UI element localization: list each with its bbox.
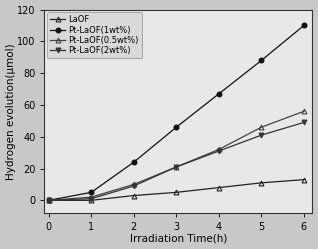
Pt-LaOF(0.5wt%) <box>217 148 221 151</box>
Pt-LaOF(2wt%) <box>132 185 136 187</box>
Pt-LaOF(0.5wt%) <box>259 126 263 129</box>
X-axis label: Irradiation Time(h): Irradiation Time(h) <box>130 234 227 244</box>
LaOF <box>132 194 136 197</box>
LaOF <box>302 178 306 181</box>
Pt-LaOF(0.5wt%) <box>47 199 51 202</box>
Pt-LaOF(1wt%) <box>47 199 51 202</box>
Line: Pt-LaOF(0.5wt%): Pt-LaOF(0.5wt%) <box>46 109 306 203</box>
Pt-LaOF(1wt%) <box>89 191 93 194</box>
LaOF <box>47 199 51 202</box>
Pt-LaOF(0.5wt%) <box>302 110 306 113</box>
Pt-LaOF(2wt%) <box>175 165 178 168</box>
Pt-LaOF(0.5wt%) <box>89 196 93 199</box>
Pt-LaOF(0.5wt%) <box>132 183 136 186</box>
Legend: LaOF, Pt-LaOF(1wt%), Pt-LaOF(0.5wt%), Pt-LaOF(2wt%): LaOF, Pt-LaOF(1wt%), Pt-LaOF(0.5wt%), Pt… <box>47 12 142 59</box>
Pt-LaOF(2wt%) <box>217 150 221 153</box>
Line: LaOF: LaOF <box>46 177 306 203</box>
Pt-LaOF(1wt%) <box>175 126 178 129</box>
Pt-LaOF(1wt%) <box>217 92 221 95</box>
Line: Pt-LaOF(2wt%): Pt-LaOF(2wt%) <box>46 120 306 203</box>
Pt-LaOF(1wt%) <box>132 161 136 164</box>
LaOF <box>89 199 93 202</box>
Pt-LaOF(0.5wt%) <box>175 165 178 168</box>
Pt-LaOF(2wt%) <box>89 197 93 200</box>
Pt-LaOF(2wt%) <box>259 134 263 137</box>
LaOF <box>259 181 263 184</box>
Line: Pt-LaOF(1wt%): Pt-LaOF(1wt%) <box>46 23 306 203</box>
Pt-LaOF(1wt%) <box>302 24 306 27</box>
Pt-LaOF(2wt%) <box>47 199 51 202</box>
Pt-LaOF(1wt%) <box>259 59 263 62</box>
Pt-LaOF(2wt%) <box>302 121 306 124</box>
LaOF <box>217 186 221 189</box>
Y-axis label: Hydrogen evolution(μmol): Hydrogen evolution(μmol) <box>5 43 16 180</box>
LaOF <box>175 191 178 194</box>
